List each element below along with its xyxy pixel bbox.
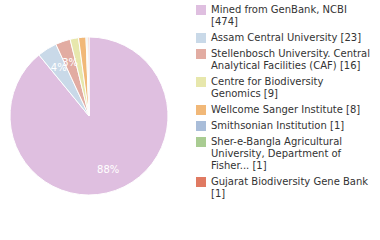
html-text:Mined from GenBank, NCBI [474]: Mined from GenBank, NCBI [474]	[211, 4, 347, 27]
svg-text:4%: 4%	[50, 62, 67, 74]
html-text:Gujarat Biodiversity Gene Bank: Gujarat Biodiversity Gene Bank [1]	[211, 176, 369, 199]
html-text:Stellenbosch University. Centr: Stellenbosch University. Central Analyti…	[211, 48, 370, 71]
html-text:Wellcome Sanger Institute [8]: Wellcome Sanger Institute [8]	[211, 104, 361, 115]
html-text:Smithsonian Institution [1]: Smithsonian Institution [1]	[211, 120, 345, 131]
html-text:Assam Central University [23]: Assam Central University [23]	[211, 32, 362, 43]
svg-text:88%: 88%	[97, 164, 119, 175]
html-text:Sher-e-Bangla Agricultural Uni: Sher-e-Bangla Agricultural University, D…	[211, 136, 343, 171]
html-text:Centre for Biodiversity Genomi: Centre for Biodiversity Genomics [9]	[211, 76, 324, 99]
svg-text:3%: 3%	[62, 57, 78, 68]
